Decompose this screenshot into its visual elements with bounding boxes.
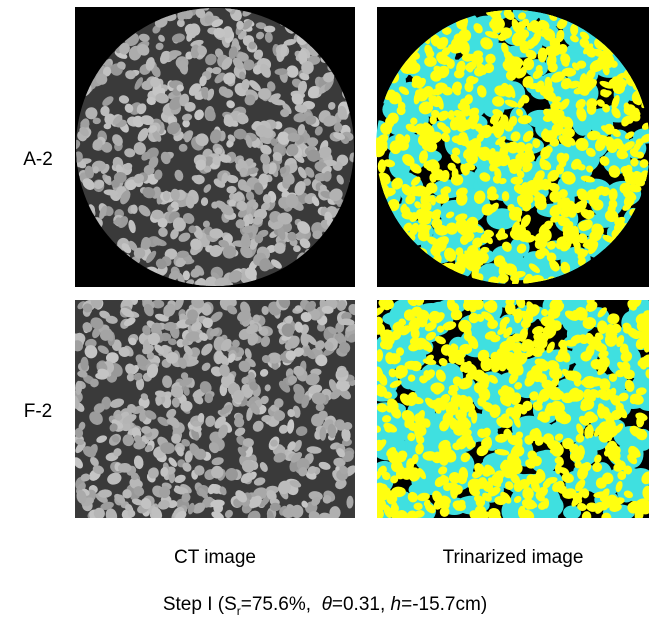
caption-text: =0.31,: [332, 594, 391, 615]
column-label: CT image: [174, 547, 256, 568]
grain: [512, 333, 523, 342]
grain: [270, 503, 281, 511]
grain: [258, 88, 271, 100]
caption-text: Step I (S: [163, 594, 237, 615]
figure: A-2 F-2 CT image Trinarized image Step I…: [0, 0, 649, 623]
row-label: F-2: [24, 401, 53, 422]
caption-symbol: h: [391, 594, 402, 615]
figure-canvas: A-2 F-2 CT image Trinarized image Step I…: [0, 0, 649, 623]
caption-text: =-15.7cm): [401, 594, 487, 615]
grain: [80, 357, 88, 371]
grain: [288, 132, 300, 142]
grain: [194, 449, 206, 460]
caption: Step I (Sr=75.6%, θ=0.31, h=-15.7cm): [163, 594, 487, 618]
ct-image-f2: [68, 293, 363, 526]
caption-text: =75.6%,: [241, 594, 322, 615]
grain: [193, 175, 205, 185]
grain: [130, 204, 137, 214]
grain: [462, 53, 474, 61]
row-label: A-2: [23, 149, 53, 170]
trinarized-image-f2: [361, 289, 649, 531]
grain: [192, 421, 201, 427]
column-label: Trinarized image: [443, 547, 584, 568]
grain: [127, 373, 135, 381]
